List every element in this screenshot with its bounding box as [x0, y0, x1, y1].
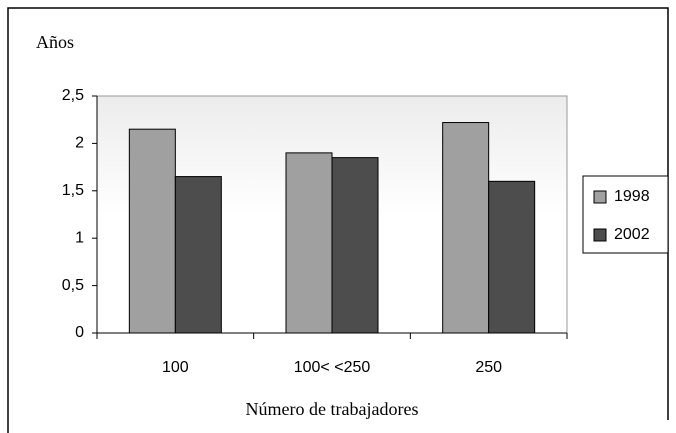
y-tick-label: 2	[75, 135, 84, 152]
bar	[442, 122, 490, 334]
legend-label: 2002	[614, 226, 650, 243]
bar	[128, 128, 176, 334]
bar	[488, 180, 536, 334]
y-tick-label: 0	[75, 324, 84, 341]
x-tick-label: 250	[475, 359, 502, 376]
bar	[331, 157, 379, 334]
legend-label: 1998	[614, 188, 650, 205]
x-axis-label: Número de trabajadores	[246, 399, 419, 419]
x-tick-label: 100< <250	[294, 359, 371, 376]
bar	[174, 176, 222, 334]
bar	[285, 152, 333, 334]
y-tick-label: 0,5	[62, 277, 84, 294]
x-tick-label: 100	[162, 359, 189, 376]
legend-swatch	[593, 228, 607, 242]
legend-swatch	[593, 190, 607, 204]
y-tick-label: 2,5	[62, 87, 84, 104]
y-tick-label: 1,5	[62, 182, 84, 199]
y-tick-label: 1	[75, 229, 84, 246]
y-axis-label: Años	[36, 32, 74, 52]
